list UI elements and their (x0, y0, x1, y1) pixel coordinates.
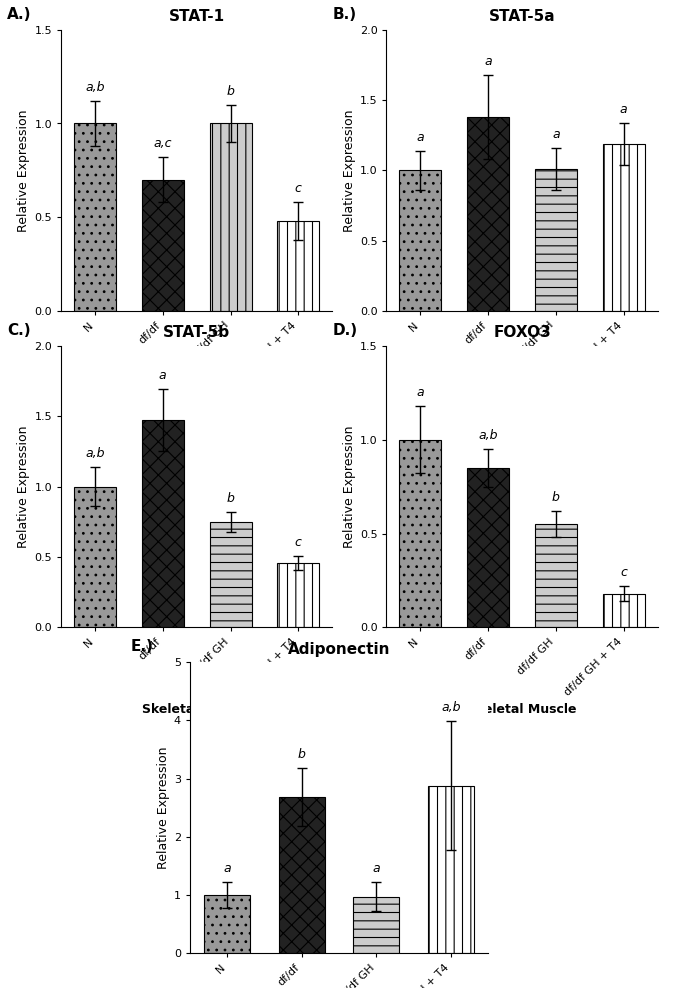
Bar (204, 895, 250, 953)
Bar (399, 170, 441, 311)
Text: a: a (372, 862, 380, 875)
Text: C.): C.) (7, 323, 31, 338)
Text: a: a (620, 103, 628, 116)
Text: a,b: a,b (85, 81, 104, 94)
Bar (603, 143, 645, 311)
Text: c: c (295, 183, 302, 196)
Text: a: a (552, 127, 560, 141)
Text: D.): D.) (332, 323, 357, 338)
Y-axis label: Relative Expression: Relative Expression (157, 747, 170, 868)
Bar (210, 124, 252, 311)
Text: a,c: a,c (153, 137, 172, 150)
Title: STAT-5a: STAT-5a (489, 9, 555, 25)
Text: a: a (416, 386, 424, 399)
Bar (74, 487, 116, 627)
Text: a: a (223, 862, 231, 875)
Bar (399, 440, 441, 627)
Bar (467, 468, 509, 627)
Text: b: b (226, 492, 235, 505)
Y-axis label: Relative Expression: Relative Expression (342, 426, 356, 547)
Text: a: a (416, 130, 424, 143)
Title: STAT-5b: STAT-5b (163, 325, 231, 341)
Bar (142, 421, 184, 627)
Text: b: b (226, 85, 235, 98)
Title: FOXO3: FOXO3 (493, 325, 551, 341)
X-axis label: Skeletal Muscle: Skeletal Muscle (467, 387, 577, 400)
Title: STAT-1: STAT-1 (169, 9, 224, 25)
Text: a: a (159, 370, 167, 382)
Bar (535, 169, 577, 311)
Title: Adiponectin: Adiponectin (287, 641, 391, 657)
Bar (353, 897, 399, 953)
Text: E.): E.) (130, 638, 153, 654)
Bar (74, 124, 116, 311)
Bar (428, 785, 474, 953)
Text: a,b: a,b (441, 701, 460, 714)
Text: c: c (295, 535, 302, 548)
Y-axis label: Relative Expression: Relative Expression (342, 110, 355, 231)
Text: B.): B.) (332, 7, 357, 22)
Bar (277, 562, 319, 627)
X-axis label: Skeletal Muscle: Skeletal Muscle (142, 703, 252, 716)
Bar (603, 594, 645, 627)
X-axis label: Skeletal Muscle: Skeletal Muscle (142, 387, 252, 400)
Y-axis label: Relative Expression: Relative Expression (17, 110, 31, 231)
Bar (210, 522, 252, 627)
Text: b: b (298, 748, 306, 761)
Text: c: c (620, 566, 627, 579)
Text: b: b (552, 491, 560, 504)
Bar (277, 221, 319, 311)
Y-axis label: Relative Expression: Relative Expression (17, 426, 30, 547)
Text: A.): A.) (7, 7, 31, 22)
Bar (535, 525, 577, 627)
Bar (142, 180, 184, 311)
X-axis label: Skeletal Muscle: Skeletal Muscle (467, 703, 577, 716)
Text: a,b: a,b (479, 429, 498, 442)
Bar (279, 797, 325, 953)
Text: a,b: a,b (85, 447, 104, 459)
Text: a: a (484, 54, 492, 67)
Bar (467, 117, 509, 311)
